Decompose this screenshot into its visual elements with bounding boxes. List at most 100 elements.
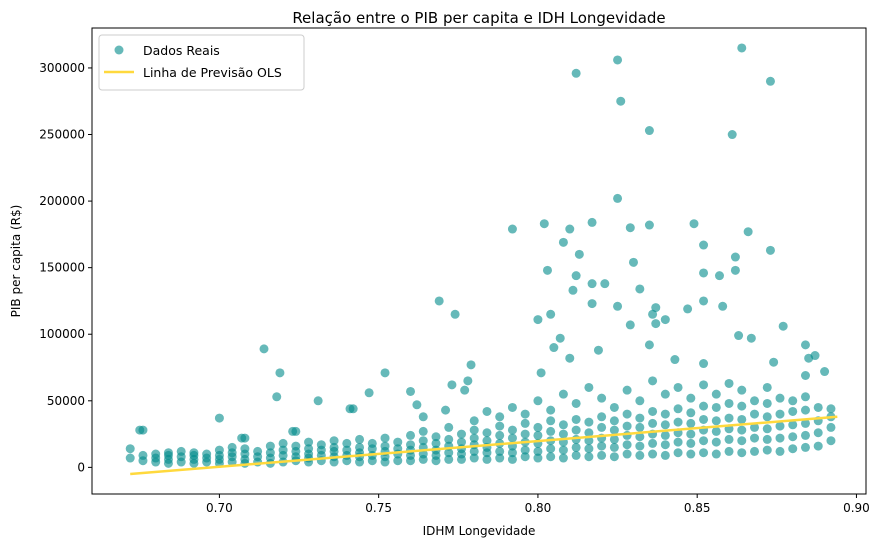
data-point [507, 402, 517, 412]
data-point [304, 444, 314, 454]
data-point [584, 444, 594, 454]
ols-line [130, 415, 838, 476]
data-point [138, 450, 148, 460]
data-point [466, 360, 476, 370]
data-point [520, 445, 530, 455]
data-point [495, 453, 505, 463]
data-point [769, 357, 779, 367]
data-point [609, 416, 619, 426]
data-point [163, 448, 173, 458]
data-point [743, 227, 753, 237]
data-point [406, 430, 416, 440]
data-point [584, 428, 594, 438]
data-point [622, 430, 632, 440]
data-point [176, 446, 186, 456]
data-point [380, 368, 390, 378]
data-point [565, 224, 575, 234]
data-point [635, 422, 645, 432]
x-tick-label: 0.75 [365, 501, 392, 515]
data-point [135, 425, 145, 435]
x-axis: 0.70 0.75 0.80 0.85 0.90 [206, 494, 870, 515]
data-point [613, 55, 623, 65]
data-point [750, 422, 760, 432]
data-point [533, 315, 543, 325]
data-point [648, 376, 658, 386]
x-tick-label: 0.80 [525, 501, 552, 515]
data-point [546, 416, 556, 426]
data-point [316, 440, 326, 450]
data-point [275, 368, 285, 378]
data-point [546, 444, 556, 454]
data-point [441, 405, 451, 415]
data-point [800, 340, 810, 350]
data-point [329, 436, 339, 446]
data-point [342, 445, 352, 455]
data-point [673, 417, 683, 427]
data-point [826, 404, 836, 414]
data-point [628, 257, 638, 267]
data-point [765, 76, 775, 86]
legend-label-points: Dados Reais [143, 43, 220, 58]
data-point [412, 400, 422, 410]
data-point [800, 442, 810, 452]
data-point [734, 331, 744, 341]
data-point [555, 333, 565, 343]
data-point [727, 130, 737, 140]
data-point [507, 425, 517, 435]
data-point [600, 279, 610, 289]
data-point [660, 389, 670, 399]
data-point [775, 433, 785, 443]
data-point [571, 442, 581, 452]
y-tick-label: 50000 [47, 394, 85, 408]
data-point [533, 453, 543, 463]
data-point [686, 393, 696, 403]
data-point [686, 408, 696, 418]
data-point [648, 438, 658, 448]
data-point [609, 402, 619, 412]
data-point [699, 401, 709, 411]
data-point [456, 429, 466, 439]
data-point [711, 402, 721, 412]
data-point [568, 285, 578, 295]
data-point [463, 376, 473, 386]
data-point [699, 268, 709, 278]
data-point [609, 442, 619, 452]
y-tick-label: 100000 [39, 327, 85, 341]
data-point [558, 429, 568, 439]
data-point [813, 428, 823, 438]
data-point [800, 405, 810, 415]
data-point [800, 430, 810, 440]
data-point [788, 444, 798, 454]
data-point [746, 333, 756, 343]
data-point [482, 436, 492, 446]
legend-label-line: Linha de Previsão OLS [143, 65, 282, 80]
data-point [762, 398, 772, 408]
data-point [622, 440, 632, 450]
data-point [660, 440, 670, 450]
x-tick-label: 0.90 [843, 501, 870, 515]
data-point [762, 445, 772, 455]
data-point [597, 441, 607, 451]
data-point [444, 434, 454, 444]
data-point [597, 422, 607, 432]
y-tick-label: 250000 [39, 128, 85, 142]
data-point [507, 433, 517, 443]
data-point [826, 422, 836, 432]
data-point [673, 448, 683, 458]
data-point [699, 359, 709, 369]
data-point [125, 453, 135, 463]
data-point [737, 401, 747, 411]
data-point [673, 437, 683, 447]
data-point [686, 418, 696, 428]
data-point [434, 296, 444, 306]
data-point [253, 446, 263, 456]
data-point [593, 345, 603, 355]
data-point [724, 378, 734, 388]
data-point [520, 429, 530, 439]
data-point [587, 217, 597, 227]
data-point [788, 420, 798, 430]
data-point [800, 392, 810, 402]
data-point [571, 68, 581, 78]
data-point [660, 315, 670, 325]
